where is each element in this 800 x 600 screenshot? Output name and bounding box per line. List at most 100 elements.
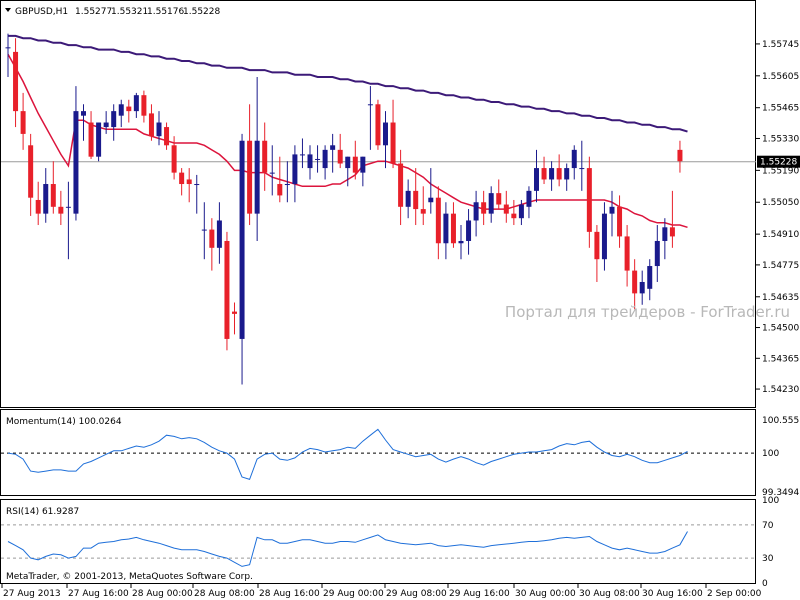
time-tick-label: 29 Aug 16:00	[449, 589, 510, 599]
price-panel: 1.55745 1.55605 1.55465 1.55330 1.55190 1.550…	[1, 33, 800, 395]
momentum-title: Momentum(14) 100.0264	[6, 417, 122, 427]
price-tick-label: 1.55330	[762, 134, 799, 144]
price-tick-label: 1.54775	[762, 261, 799, 271]
candle-body	[669, 227, 675, 237]
price-tick-label: 1.55745	[762, 40, 799, 50]
candle-body	[35, 199, 41, 214]
price-tick-label: 1.55465	[762, 104, 799, 114]
candle-body	[164, 127, 170, 146]
candle-body	[126, 106, 132, 112]
candle-body	[65, 206, 71, 208]
candle-body	[360, 156, 366, 173]
candle-body	[647, 266, 653, 289]
candle-body	[639, 281, 645, 294]
candle-body	[496, 193, 502, 205]
candle-body	[458, 240, 464, 244]
price-tick-label: 1.54365	[762, 354, 799, 364]
candle-body	[247, 140, 253, 214]
candle-body	[269, 172, 275, 174]
copyright: MetaTrader, © 2001-2013, MetaQuotes Soft…	[6, 572, 253, 582]
candle-body	[556, 168, 562, 180]
candle-body	[337, 149, 343, 164]
momentum-tick-label: 99.3494	[762, 488, 799, 498]
time-tick-label: 29 Aug 08:00	[386, 589, 447, 599]
candle-body	[511, 213, 517, 219]
header-symbol: GBPUSD,H1	[15, 7, 68, 17]
candle-body	[632, 270, 638, 294]
time-tick-label: 29 Aug 00:00	[323, 589, 384, 599]
main-panel-frame	[0, 0, 756, 408]
candle-body	[96, 122, 102, 157]
candle-body	[194, 184, 200, 186]
candle-body	[390, 122, 396, 164]
candle-body	[133, 95, 139, 112]
price-tick-label: 1.55190	[762, 166, 799, 176]
candle-body	[111, 111, 117, 128]
time-tick-label: 28 Aug 08:00	[194, 589, 255, 599]
candle-body	[541, 168, 547, 180]
candle-body	[277, 184, 283, 196]
candle-body	[81, 111, 86, 116]
candle-body	[5, 47, 11, 49]
price-tick-label: 1.54635	[762, 293, 799, 303]
candle-body	[322, 149, 328, 169]
candle-body	[549, 168, 555, 180]
candle-body	[383, 122, 388, 146]
price-tick-label: 1.54230	[762, 385, 799, 395]
candle-body	[103, 122, 109, 128]
candle-body	[586, 168, 592, 232]
rsi-tick-label: 70	[762, 521, 774, 531]
candle-body	[43, 184, 49, 214]
time-tick-label: 30 Aug 08:00	[579, 589, 640, 599]
price-tick-label: 1.54500	[762, 324, 799, 334]
price-tick-label: 1.55605	[762, 72, 799, 82]
header-open: 1.55277	[75, 7, 112, 17]
momentum-tick-label: 100	[762, 449, 779, 459]
rsi-line	[7, 531, 688, 567]
candle-body	[186, 179, 192, 185]
candle-body	[345, 156, 351, 169]
candle-body	[352, 156, 358, 173]
candle-body	[662, 227, 668, 241]
candle-body	[13, 51, 19, 112]
candle-body	[156, 122, 162, 137]
rsi-tick-label: 0	[762, 579, 768, 589]
candle-body	[239, 140, 245, 339]
candle-body	[330, 145, 336, 150]
rsi-panel: 100 70 30 0	[1, 496, 779, 589]
candle-body	[141, 95, 147, 116]
momentum-panel-frame	[0, 409, 756, 496]
candle-body	[420, 209, 426, 214]
candle-body	[216, 220, 222, 248]
rsi-panel-frame	[0, 499, 756, 584]
current-price-tag	[757, 155, 800, 168]
slow-moving-average-line	[8, 34, 688, 133]
candle-body	[601, 213, 607, 260]
candle-body	[466, 220, 472, 241]
candle-body	[398, 163, 404, 207]
candle-body	[367, 104, 373, 106]
candle-body	[58, 206, 64, 214]
candle-body	[579, 168, 585, 170]
header-low: 1.55176	[147, 7, 184, 17]
momentum-line	[7, 428, 688, 481]
time-tick-label: 27 Aug 16:00	[68, 589, 129, 599]
candle-body	[518, 204, 524, 219]
time-tick-label: 28 Aug 16:00	[259, 589, 320, 599]
candle-body	[405, 190, 411, 207]
candle-body	[609, 206, 615, 214]
candle-body	[292, 154, 298, 185]
collapse-triangle-icon[interactable]	[5, 8, 11, 12]
candle-body	[201, 229, 207, 231]
rsi-tick-label: 100	[762, 496, 779, 506]
candle-body	[148, 113, 154, 137]
candle-body	[375, 104, 381, 146]
candle-body	[209, 229, 215, 248]
candle-body	[88, 122, 94, 157]
candle-body	[315, 158, 321, 160]
candle-body	[428, 197, 434, 203]
